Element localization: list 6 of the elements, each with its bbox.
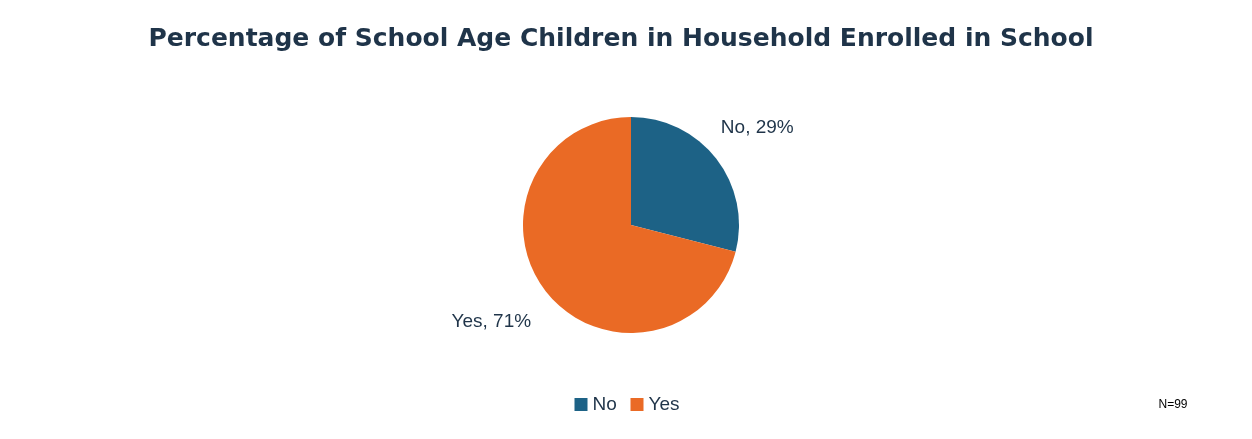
text: N=99 xyxy=(1158,397,1188,411)
legend-label: Yes xyxy=(648,393,680,415)
data-label: Yes, 71% xyxy=(451,309,532,331)
chart-title: Percentage of School Age Children in Household Enrolled in School xyxy=(148,23,1094,52)
data-label: No, 29% xyxy=(720,116,794,138)
legend-label: No xyxy=(592,393,617,415)
